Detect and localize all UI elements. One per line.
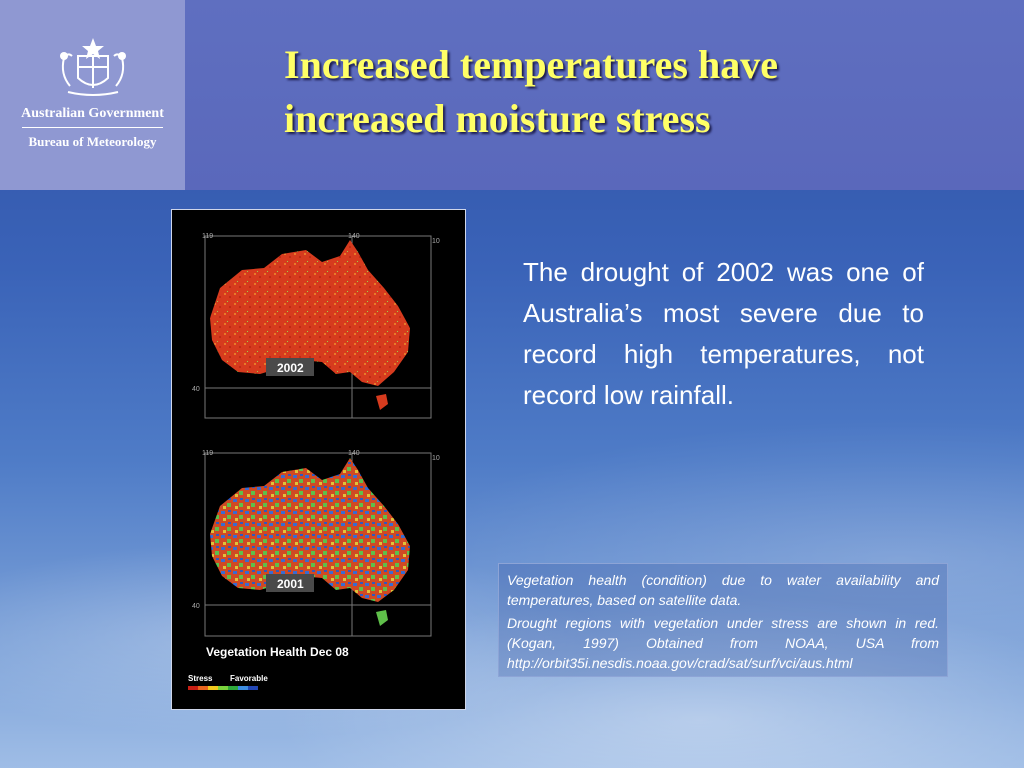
figure-caption: Vegetation health (condition) due to wat… bbox=[498, 563, 948, 677]
vegetation-maps: 119 140 10 40 2002 119 140 10 40 2001 Ve… bbox=[188, 233, 440, 690]
map-2001-lon-right: 140 bbox=[348, 450, 360, 457]
legend-color-bar bbox=[188, 686, 258, 690]
vegetation-health-figure: 119 140 10 40 2002 119 140 10 40 2001 Ve… bbox=[171, 209, 466, 710]
map-2002-label: 2002 bbox=[277, 361, 304, 375]
map-2002-label-box bbox=[266, 358, 314, 376]
map-2001-label-box bbox=[266, 574, 314, 592]
map-2001-lon-left: 119 bbox=[202, 450, 213, 457]
map-2002-lat-bottom: 40 bbox=[192, 386, 200, 393]
slide-title: Increased temperatures have increased mo… bbox=[284, 38, 984, 146]
body-paragraph: The drought of 2002 was one of Australia… bbox=[523, 257, 924, 410]
australia-map-2002 bbox=[210, 240, 410, 386]
map-2002-frame bbox=[204, 235, 432, 419]
map-2002-lon-right: 140 bbox=[348, 233, 360, 240]
australia-map-2001 bbox=[210, 458, 410, 602]
org-name: Australian Government bbox=[21, 106, 164, 121]
figure-label: Vegetation Health Dec 08 bbox=[206, 645, 349, 659]
map-2001-frame bbox=[204, 452, 432, 637]
map-2001-label: 2001 bbox=[277, 577, 304, 591]
map-2002-lat-top: 10 bbox=[432, 238, 440, 245]
coat-of-arms-icon bbox=[60, 38, 126, 96]
map-2001-lat-top: 10 bbox=[432, 455, 440, 462]
legend-favorable-label: Favorable bbox=[230, 674, 268, 683]
logo-panel: Australian Government Bureau of Meteorol… bbox=[0, 0, 185, 190]
org-unit: Bureau of Meteorology bbox=[28, 134, 157, 149]
map-2001-lat-bottom: 40 bbox=[192, 603, 200, 610]
tasmania-2002 bbox=[376, 394, 388, 410]
org-divider bbox=[22, 127, 163, 128]
map-2002-lon-left: 119 bbox=[202, 233, 213, 240]
title-line-1: Increased temperatures have bbox=[284, 42, 778, 87]
caption-paragraph-1: Vegetation health (condition) due to wat… bbox=[507, 572, 939, 608]
legend-stress-label: Stress bbox=[188, 674, 213, 683]
caption-paragraph-2: Drought regions with vegetation under st… bbox=[507, 615, 939, 671]
title-line-2: increased moisture stress bbox=[284, 96, 711, 141]
tasmania-2001 bbox=[376, 610, 388, 626]
